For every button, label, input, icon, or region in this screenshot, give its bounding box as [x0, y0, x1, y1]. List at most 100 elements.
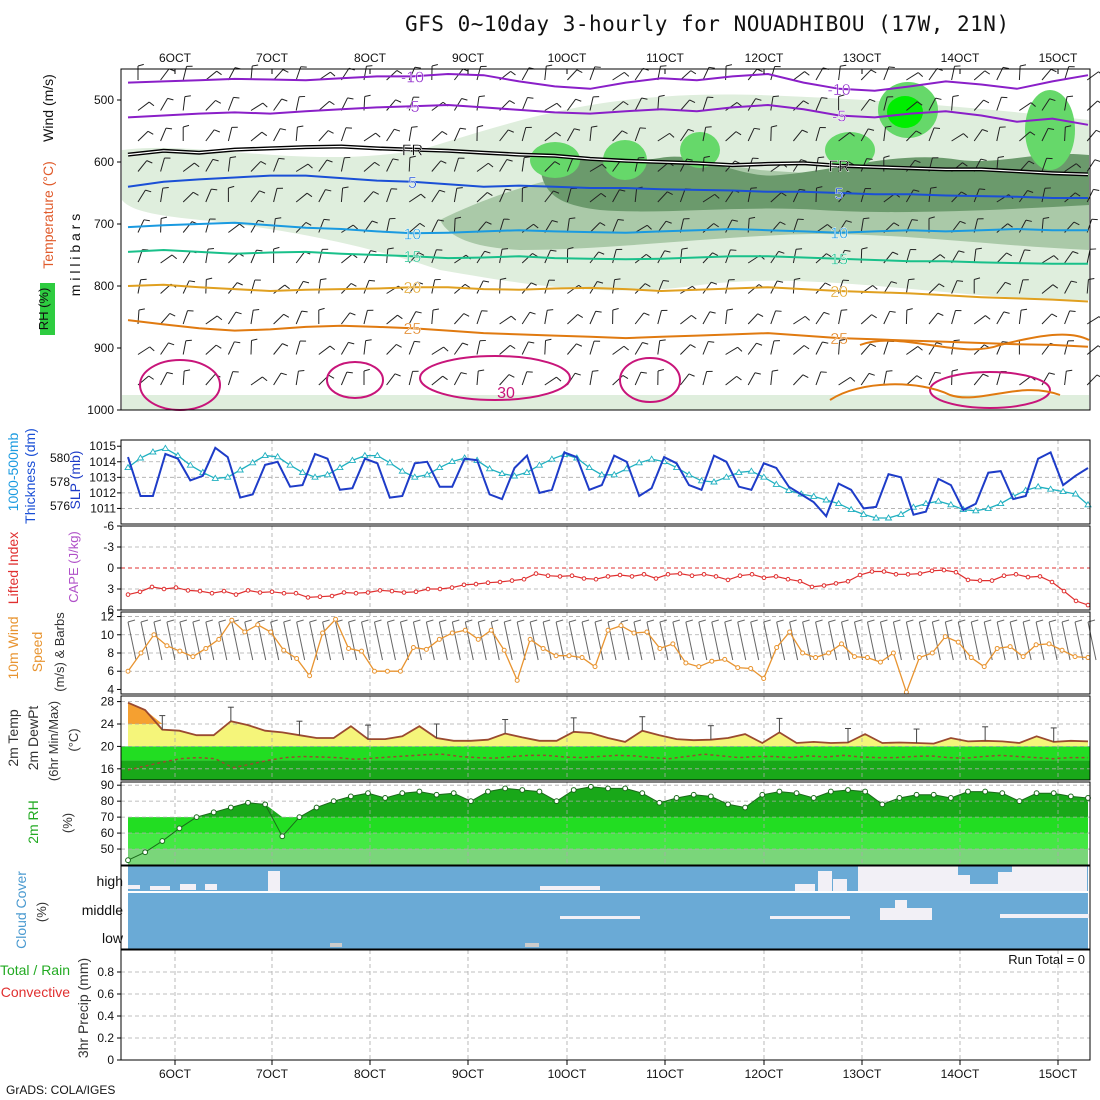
rh-label-3: 80	[101, 794, 115, 808]
wind-barb-flag	[375, 132, 381, 138]
wind-barb-flag	[997, 155, 1005, 159]
thickness-point	[248, 458, 257, 466]
wind-barb	[838, 340, 841, 355]
wind10-point	[942, 634, 948, 640]
wind-barb	[634, 188, 638, 203]
thickness-point	[760, 473, 768, 480]
wind-barb-flag	[320, 278, 327, 281]
wind-barb-flag	[278, 157, 285, 160]
wind10-barb	[283, 621, 293, 661]
bottom-axis-label-7: 13OCT	[843, 1067, 882, 1081]
label-temp-minmax: (6hr Min/Max)	[46, 701, 61, 781]
wind-barb	[544, 340, 547, 355]
wind-barb-flag	[641, 97, 648, 100]
wind-barb	[725, 346, 738, 355]
wind10-barb-flag	[620, 619, 629, 623]
wind-barb	[770, 96, 774, 111]
wind10-barb	[373, 621, 383, 661]
wind10-point	[281, 647, 287, 653]
rh-point	[262, 801, 269, 808]
wind-barb	[860, 128, 869, 142]
wind10-label-4: 12	[101, 610, 115, 624]
wind10-barb-flag	[140, 619, 149, 623]
wind-barb	[1018, 65, 1021, 81]
wind-barb-flag	[477, 125, 484, 128]
top-axis-label-5: 11OCT	[646, 51, 684, 65]
wind10-point	[397, 668, 403, 674]
wind10-barb	[1022, 621, 1032, 661]
wind-barb-flag	[799, 188, 806, 191]
wind-barb	[905, 279, 910, 294]
wind-barb-flag	[911, 219, 918, 221]
isotherm-label-3-0: 5	[408, 175, 417, 192]
wind-barb	[679, 129, 689, 142]
thickness-point	[834, 499, 843, 507]
wind10-barb-flag	[672, 619, 681, 623]
wind-barb-flag	[688, 373, 695, 377]
wind10-barb	[983, 621, 993, 661]
wind-barb-flag	[440, 160, 447, 164]
cloud-gap-mid-1	[770, 916, 850, 919]
isotherm-label-7-1: 25	[830, 331, 848, 348]
wind-barb	[431, 189, 440, 203]
wind10-barb	[335, 621, 345, 661]
wind-barb-flag	[280, 372, 287, 376]
wind-barb-flag	[1048, 372, 1055, 375]
wind-barb	[363, 340, 367, 355]
rh-point	[296, 814, 303, 821]
top-axis-label-0: 6OCT	[159, 51, 192, 65]
rh-point	[982, 788, 989, 795]
wind-barb-flag	[1074, 192, 1081, 197]
wind-barb-flag	[703, 155, 710, 159]
wind-barb	[1064, 96, 1068, 111]
wind10-barb-flag	[322, 619, 330, 623]
wind-barb-flag	[437, 219, 444, 222]
wind-barb-flag	[1002, 66, 1009, 70]
time-axes: 6OCT 6OCT 7OCT 7OCT 8OCT 8OCT 9OCT 9OCT 10OCT 10O…	[159, 51, 1078, 1081]
isotherm-label-5-1: 15	[830, 252, 848, 269]
label-2m-dewpt: 2m DewPt	[25, 706, 41, 771]
wind10-barb-flag	[971, 619, 979, 623]
lifted-index-point	[1013, 572, 1019, 577]
rh-point	[159, 838, 166, 844]
cloud-gap-high-6	[795, 884, 815, 892]
wind-barb-flag	[348, 341, 355, 345]
wind-barb	[273, 98, 283, 111]
thickness-point	[747, 467, 756, 474]
wind10-point	[384, 668, 390, 674]
wind-barb	[793, 374, 804, 386]
wind10-barb	[970, 621, 980, 661]
wind-barb	[996, 371, 1002, 386]
lifted-index-point	[821, 583, 827, 588]
wind-barb	[928, 97, 937, 111]
lifted-index-point	[173, 585, 179, 590]
wind-barb-flag	[821, 97, 828, 99]
wind-barb-flag	[872, 285, 878, 290]
lifted-index-point	[125, 592, 131, 597]
wind-barb	[612, 130, 623, 142]
temp-line	[127, 701, 1089, 745]
wind10-barb	[503, 621, 513, 661]
wind-barb	[137, 279, 142, 294]
wind-barb-flag	[600, 192, 607, 198]
cloud-gap-mid-4	[907, 908, 932, 920]
wind10-point	[449, 630, 455, 636]
wind-barb-flag	[576, 343, 583, 347]
wind-barb-flag	[237, 282, 243, 286]
wind-barb	[521, 97, 528, 111]
wind-barb	[589, 163, 603, 172]
thickness-point	[784, 486, 793, 493]
wind-barb-flag	[928, 216, 935, 219]
wind10-barb	[399, 621, 409, 661]
wind-barb	[386, 99, 396, 111]
wind-barb	[996, 97, 1002, 111]
isotherm-label-0-0: -10	[401, 69, 424, 86]
lifted-index-point	[689, 573, 695, 579]
wind-barb	[951, 133, 964, 142]
wind-barb-flag	[506, 159, 513, 162]
wind-barb-flag	[1073, 221, 1080, 226]
wind-barb-flag	[234, 341, 241, 344]
rh-shade-green-3	[825, 132, 875, 168]
wind-barb-flag	[318, 307, 325, 311]
wind-barb-flag	[486, 192, 493, 197]
